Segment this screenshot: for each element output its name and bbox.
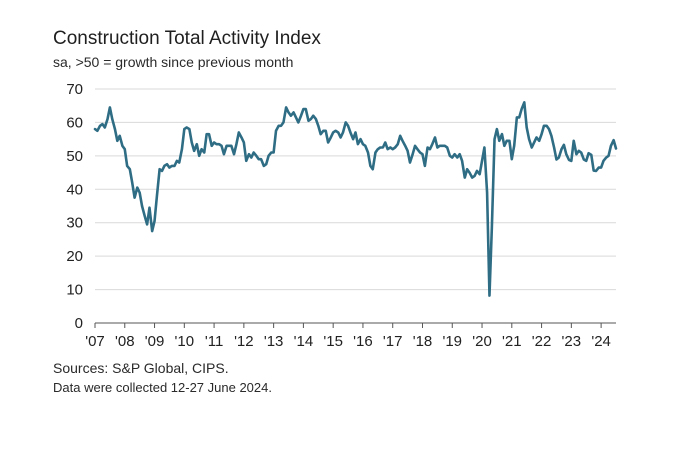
chart-subtitle: sa, >50 = growth since previous month (53, 54, 294, 70)
y-tick-label-50: 50 (66, 148, 83, 165)
chart-title: Construction Total Activity Index (53, 28, 321, 49)
x-tick-label-2010: '10 (175, 333, 195, 350)
x-tick-label-2024: '24 (591, 333, 611, 350)
y-tick-label-60: 60 (66, 114, 83, 131)
x-tick-label-2019: '19 (442, 333, 462, 350)
x-tick-label-2009: '09 (145, 333, 165, 350)
x-tick-label-2012: '12 (234, 333, 254, 350)
x-tick-label-2016: '16 (353, 333, 373, 350)
tick-labels: 0 10 20 30 40 50 60 70 '07 '08 '09 '10 '11 '12 '13 '14 '… (66, 81, 611, 350)
x-tick-label-2018: '18 (413, 333, 433, 350)
x-tick-label-2022: '22 (532, 333, 552, 350)
series-line-0 (93, 101, 618, 297)
x-tick-label-2023: '23 (562, 333, 582, 350)
y-tick-label-70: 70 (66, 81, 83, 98)
y-tick-label-20: 20 (66, 248, 83, 265)
y-tick-label-40: 40 (66, 181, 83, 198)
collection-note: Data were collected 12-27 June 2024. (53, 380, 272, 395)
series-layer (93, 101, 618, 297)
x-tick-label-2008: '08 (115, 333, 135, 350)
y-tick-label-30: 30 (66, 215, 83, 232)
sources-note: Sources: S&P Global, CIPS. (53, 360, 229, 376)
y-tick-label-0: 0 (75, 315, 83, 332)
x-tick-label-2021: '21 (502, 333, 522, 350)
x-tick-label-2011: '11 (205, 333, 223, 350)
x-tick-label-2014: '14 (294, 333, 314, 350)
x-tick-label-2017: '17 (383, 333, 403, 350)
x-tick-label-2007: '07 (85, 333, 105, 350)
gridlines (95, 88, 616, 291)
x-tick-label-2013: '13 (264, 333, 284, 350)
x-tick-label-2015: '15 (323, 333, 343, 350)
y-tick-label-10: 10 (66, 282, 83, 299)
x-tick-label-2020: '20 (472, 333, 492, 350)
axes (94, 322, 616, 328)
